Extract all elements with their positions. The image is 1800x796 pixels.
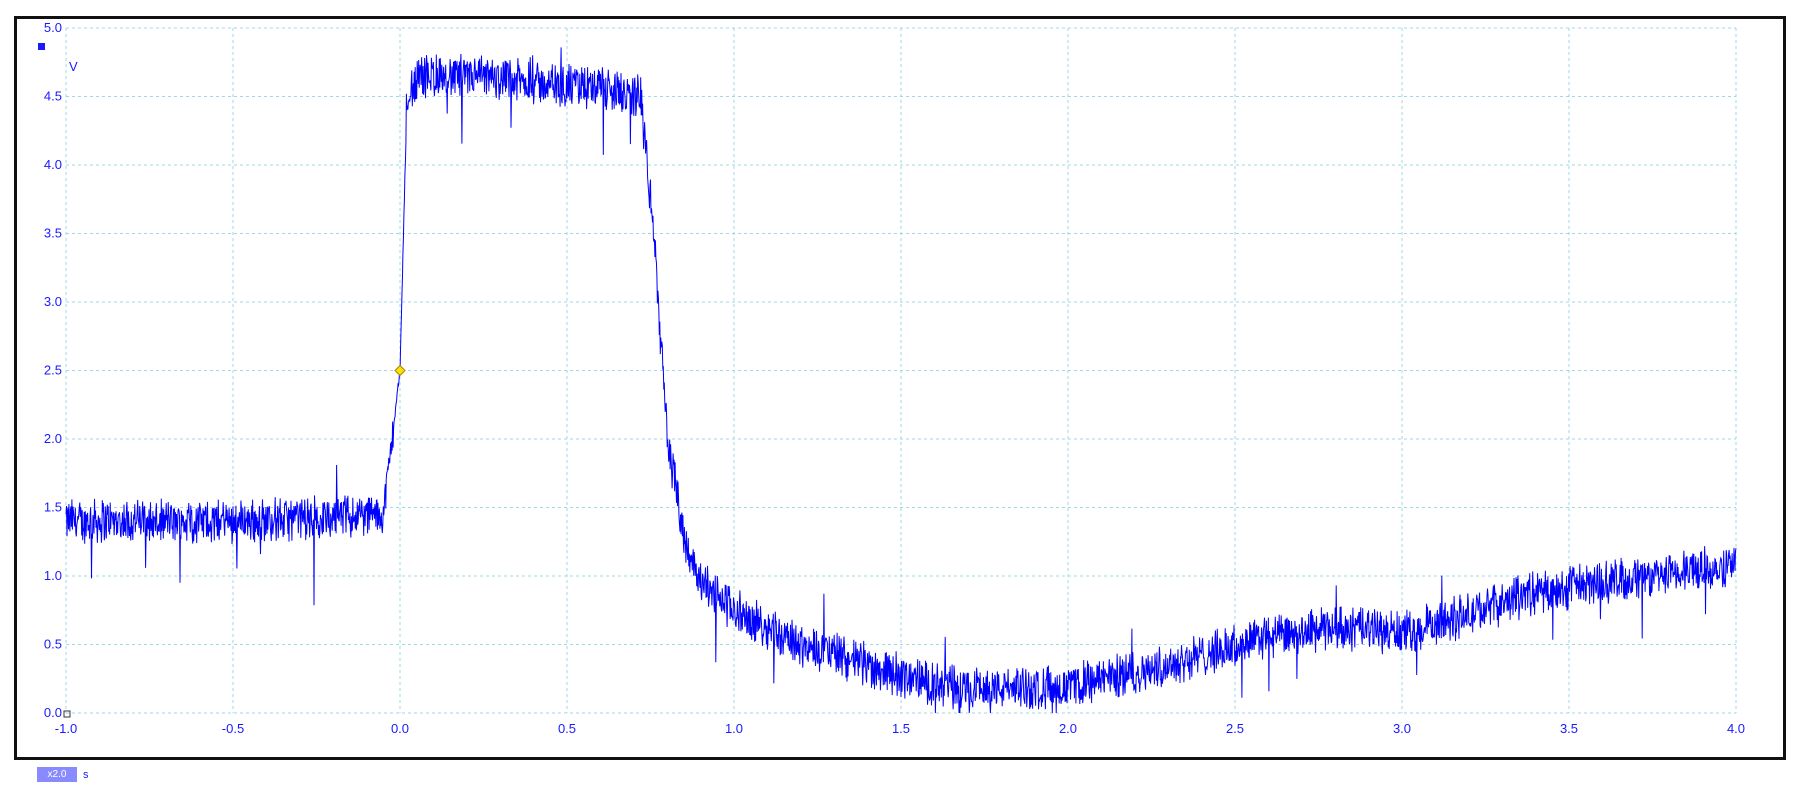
y-tick-label: 0.5 (44, 637, 62, 652)
x-tick-label: 0.5 (558, 721, 576, 736)
y-tick-label: 4.0 (44, 157, 62, 172)
x-tick-label: 0.0 (391, 721, 409, 736)
y-tick-label: 4.5 (44, 89, 62, 104)
y-tick-label: 5.0 (44, 20, 62, 35)
y-tick-label: 0.0 (44, 705, 62, 720)
y-tick-label: 2.0 (44, 431, 62, 446)
y-axis-unit: V (69, 59, 78, 74)
y-tick-label: 1.5 (44, 500, 62, 515)
oscilloscope-frame: V -1.0 -0.5 0.0 0.5 1.0 1.5 2.0 2.5 3.0 3.5 4.0 0.0… (14, 16, 1786, 782)
x-tick-label: 2.5 (1226, 721, 1244, 736)
y-tick-label: 3.0 (44, 294, 62, 309)
signal-trace (65, 47, 1737, 714)
x-axis-unit: s (83, 769, 89, 781)
channel-a-marker[interactable] (38, 43, 45, 50)
x-tick-label: -1.0 (55, 721, 77, 736)
scope-plot: -1.0 -0.5 0.0 0.5 1.0 1.5 2.0 2.5 3.0 3.5 4.0 0.0 0.… (44, 20, 1745, 736)
x-tick-label: 3.5 (1560, 721, 1578, 736)
trigger-marker[interactable] (394, 364, 406, 377)
series-line (65, 47, 1737, 714)
markers (63, 364, 406, 718)
x-tick-label: 3.0 (1393, 721, 1411, 736)
grid (65, 27, 1737, 714)
y-tick-label: 2.5 (44, 363, 62, 378)
x-tick-label: 4.0 (1727, 721, 1745, 736)
origin-marker (63, 710, 71, 718)
zoom-badge[interactable]: x2.0 (37, 767, 77, 782)
x-tick-label: 1.0 (725, 721, 743, 736)
x-tick-label: -0.5 (222, 721, 244, 736)
x-tick-label: 2.0 (1059, 721, 1077, 736)
y-tick-label: 1.0 (44, 568, 62, 583)
x-tick-label: 1.5 (892, 721, 910, 736)
y-tick-label: 3.5 (44, 226, 62, 241)
axis-ticks: -1.0 -0.5 0.0 0.5 1.0 1.5 2.0 2.5 3.0 3.5 4.0 0.0 0.… (44, 20, 1745, 736)
